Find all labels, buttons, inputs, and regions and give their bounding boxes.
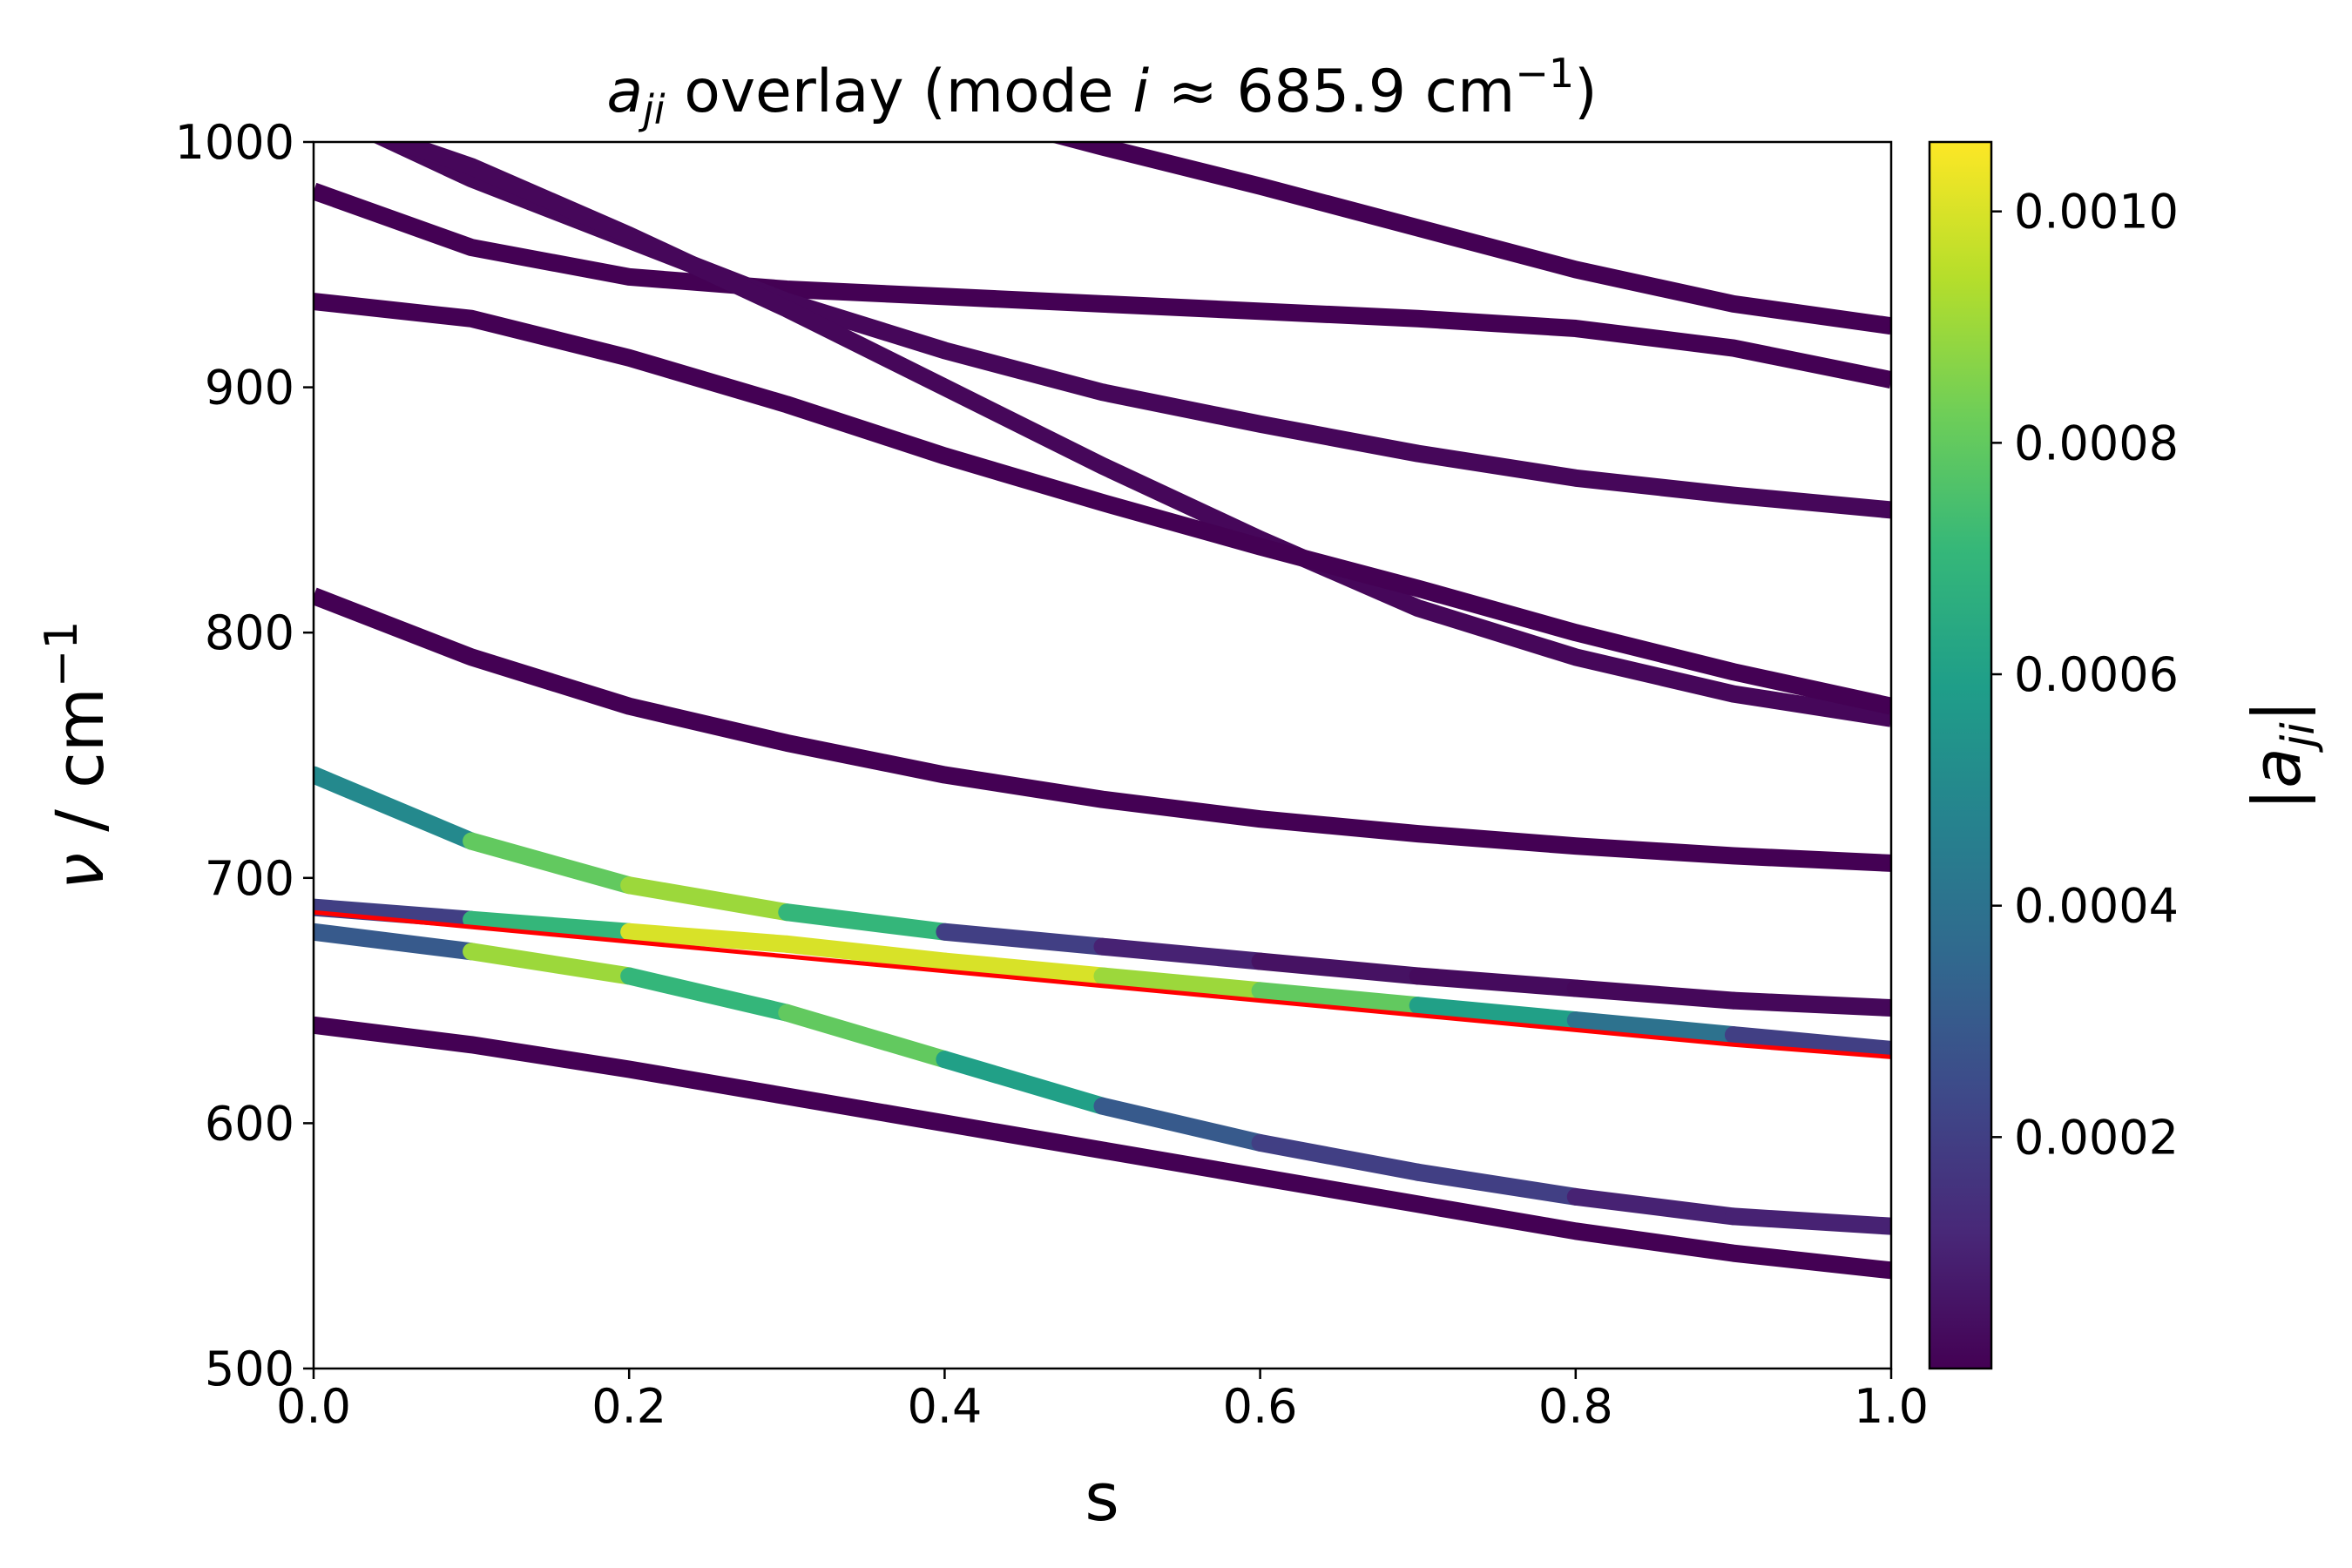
line-segment (778, 903, 954, 941)
chart-title: aji overlay (mode i ≈ 685.9 cm−1) (606, 50, 1597, 133)
x-tick-label: 0.6 (1223, 1379, 1298, 1434)
mode-line (314, 909, 1891, 1059)
line-segment (1724, 1207, 1891, 1235)
title-part: ≈ 685.9 cm (1149, 57, 1515, 126)
line-segment (620, 967, 796, 1022)
line (314, 293, 1891, 715)
line-segment (1409, 967, 1585, 997)
y-label-part: ν (41, 853, 118, 889)
colorbar-tick-label: 0.0004 (2014, 879, 2179, 934)
line-segment (1093, 937, 1269, 970)
cbar-label-part: ji (2273, 722, 2325, 753)
cbar-label-part: | (2238, 788, 2316, 811)
line-segment (620, 876, 796, 922)
line (314, 182, 1891, 389)
x-tick-label: 0.4 (907, 1379, 982, 1434)
line-segment (314, 923, 481, 961)
x-tick-label: 0.2 (591, 1379, 666, 1434)
y-tick-label: 600 (205, 1096, 294, 1151)
line (314, 1016, 1891, 1280)
colorbar-tick-label: 0.0006 (2014, 647, 2179, 702)
line-segment (1251, 982, 1427, 1015)
y-tick-label: 700 (205, 851, 294, 906)
colorbar-tick-label: 0.0010 (2014, 185, 2179, 240)
line-segment (936, 1051, 1112, 1115)
y-tick-label: 1000 (175, 115, 294, 170)
x-tick-label: 0.0 (276, 1379, 351, 1434)
line (314, 587, 1891, 872)
y-tick-label: 800 (205, 605, 294, 660)
x-axis-label: s (1085, 1458, 1119, 1536)
title-part: a (606, 57, 643, 126)
title-part: i (1132, 57, 1149, 126)
line-segment (1409, 1163, 1585, 1206)
line-segment (1566, 979, 1742, 1010)
x-tick-label: 1.0 (1854, 1379, 1929, 1434)
plot-frame (312, 140, 1893, 1370)
title-part: −1 (1515, 50, 1574, 97)
line-segment (314, 766, 481, 850)
line-segment (1251, 952, 1427, 985)
title-part: ji (638, 86, 666, 133)
plot-lines (314, 142, 1891, 1280)
colorbar-tick-label: 0.0008 (2014, 416, 2179, 470)
line-segment (1093, 1097, 1269, 1152)
cbar-label-part: a (2238, 747, 2315, 788)
line-segment (1409, 997, 1585, 1030)
line-segment (1724, 991, 1891, 1017)
title-part: overlay (mode (666, 57, 1133, 126)
x-tick-label: 0.8 (1538, 1379, 1613, 1434)
line-segment (1093, 967, 1269, 1000)
colorbar (1928, 140, 1993, 1370)
line (372, 142, 1891, 727)
line-segment (1566, 1187, 1742, 1226)
line (1050, 142, 1891, 335)
line-segment (778, 935, 954, 970)
cbar-label-part: | (2238, 700, 2316, 723)
line-segment (463, 943, 639, 985)
colorbar-tick-label: 0.0002 (2014, 1110, 2179, 1165)
y-axis-label: ν / cm−1 (36, 621, 118, 890)
line-segment (463, 832, 639, 895)
colorbar-label: |aji| (2238, 700, 2325, 811)
line-segment (314, 898, 481, 929)
title-part: ) (1574, 57, 1598, 126)
line-segment (936, 952, 1112, 985)
y-label-part: −1 (36, 621, 88, 688)
y-tick-label: 500 (205, 1342, 294, 1396)
line-segment (620, 923, 796, 953)
y-label-part: / cm (41, 687, 118, 853)
line-segment (778, 1004, 954, 1069)
y-tick-label: 900 (205, 361, 294, 416)
line-segment (1251, 1133, 1427, 1181)
line-segment (463, 910, 639, 941)
line-segment (1566, 1011, 1742, 1044)
line-segment (1724, 1026, 1891, 1058)
line-segment (936, 923, 1112, 956)
